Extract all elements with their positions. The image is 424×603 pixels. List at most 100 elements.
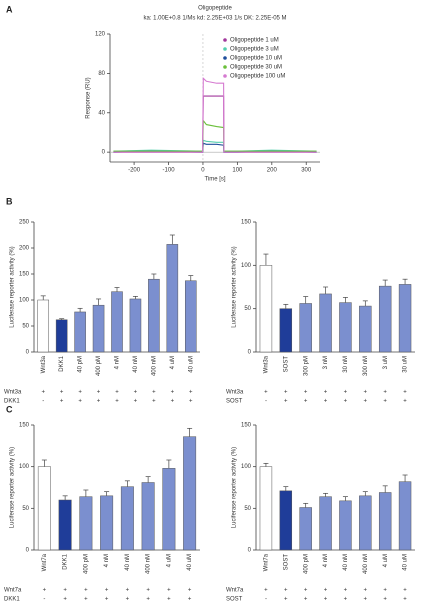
treatment-mark: + (324, 597, 328, 603)
legend-label: Oligopeptide 30 uM (230, 65, 282, 71)
x-tick-label: 0 (201, 168, 205, 174)
treatment-mark: + (264, 390, 268, 396)
x-tick-label: DKK1 (59, 355, 65, 371)
x-tick-label: SOST (283, 554, 289, 571)
x-tick-label: Wnt3a (264, 355, 270, 373)
treatment-mark: + (84, 597, 88, 603)
treatment-label: SOST (226, 597, 243, 603)
y-axis-label: Luciferase reporter activity (%) (232, 447, 238, 528)
bar (111, 291, 123, 353)
bar (37, 466, 51, 551)
treatment-mark: + (189, 390, 193, 396)
treatment-mark: + (383, 390, 387, 396)
treatment-label: Wnt3a (4, 390, 22, 396)
y-tick-label: 40 (98, 110, 105, 116)
x-tick-label: 4 uM (170, 356, 176, 369)
x-tick-label: 40 uM (187, 554, 193, 571)
bar (79, 496, 93, 551)
chart-subtitle: ka: 1.00E+0.8 1/Ms kd: 2.25E+03 1/s DK: … (143, 16, 286, 22)
y-tick-label: 100 (241, 464, 252, 470)
bar (55, 319, 68, 353)
x-tick-label: 300 nM (363, 356, 369, 376)
legend-marker (223, 38, 227, 42)
treatment-mark: + (63, 597, 67, 603)
legend-marker (223, 47, 227, 51)
bar (378, 285, 392, 353)
x-tick-label: 400 nM (151, 356, 157, 376)
x-tick-label: 4 nM (323, 554, 329, 567)
bar (162, 468, 176, 551)
y-tick-label: 150 (19, 423, 30, 429)
y-tick-label: 200 (19, 246, 30, 252)
treatment-label: Wnt7a (226, 588, 244, 594)
bar (74, 311, 86, 353)
x-tick-label: 400 pM (96, 356, 102, 376)
y-tick-label: 100 (241, 263, 252, 269)
treatment-mark: + (403, 399, 407, 405)
bar (319, 496, 332, 551)
bar (129, 298, 142, 353)
treatment-mark: + (41, 390, 45, 396)
y-tick-label: 50 (22, 324, 29, 330)
treatment-mark: + (304, 588, 308, 594)
bar (299, 507, 312, 551)
treatment-mark: + (383, 588, 387, 594)
treatment-mark: + (304, 390, 308, 396)
bar (166, 244, 179, 353)
treatment-mark: + (284, 588, 288, 594)
x-tick-label: 400 pM (303, 554, 309, 574)
treatment-mark: + (403, 390, 407, 396)
treatment-mark: + (383, 399, 387, 405)
treatment-mark: + (364, 399, 368, 405)
x-tick-label: Wnt7a (42, 553, 48, 571)
x-tick-label: -200 (128, 168, 141, 174)
treatment-mark: + (134, 390, 138, 396)
x-tick-label: 40 uM (403, 554, 409, 571)
bar (58, 499, 72, 551)
x-tick-label: 3 nM (323, 356, 329, 369)
y-axis-label: Luciferase reporter activity (%) (10, 447, 16, 528)
x-tick-label: 4 uM (166, 554, 172, 567)
x-tick-label: SOST (283, 356, 289, 373)
treatment-mark: + (152, 399, 156, 405)
x-tick-label: 400 nM (363, 554, 369, 574)
treatment-mark: + (188, 588, 192, 594)
x-tick-label: 200 (267, 168, 278, 174)
treatment-mark: + (126, 597, 130, 603)
treatment-mark: + (105, 597, 109, 603)
y-tick-label: 80 (98, 71, 105, 77)
bar (259, 466, 273, 551)
x-tick-label: 4 nM (115, 356, 121, 369)
treatment-mark: + (43, 588, 47, 594)
y-tick-label: 50 (244, 306, 251, 312)
chart-title: Oligopeptide (198, 6, 232, 12)
treatment-mark: + (115, 399, 119, 405)
treatment-mark: + (97, 390, 101, 396)
treatment-mark: + (284, 597, 288, 603)
x-tick-label: -100 (163, 168, 176, 174)
treatment-mark: + (63, 588, 67, 594)
bar (259, 265, 273, 353)
treatment-mark: + (188, 597, 192, 603)
legend-marker (223, 74, 227, 78)
treatment-mark: + (105, 588, 109, 594)
treatment-mark: + (189, 399, 193, 405)
treatment-mark: + (344, 597, 348, 603)
y-tick-label: 100 (19, 298, 30, 304)
y-tick-label: 150 (241, 220, 252, 226)
legend-label: Oligopeptide 3 uM (230, 47, 279, 53)
treatment-label: DKK1 (4, 399, 20, 405)
x-tick-label: DKK1 (63, 553, 69, 569)
treatment-label: DKK1 (4, 597, 20, 603)
y-tick-label: 150 (241, 423, 252, 429)
x-tick-label: 30 uM (403, 356, 409, 373)
y-tick-label: 0 (26, 350, 30, 356)
x-tick-label: 300 (301, 168, 312, 174)
bar (398, 481, 412, 551)
bar (120, 486, 134, 551)
y-tick-label: 0 (248, 548, 252, 554)
bar (279, 308, 293, 353)
panel-label: B (6, 196, 13, 206)
legend-marker (223, 56, 227, 60)
